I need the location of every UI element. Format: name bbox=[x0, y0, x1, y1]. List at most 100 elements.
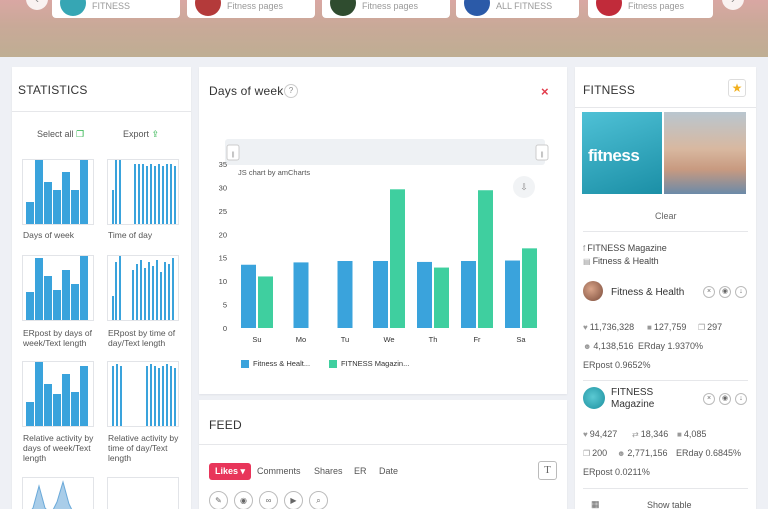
chevron-down-icon[interactable]: ↓ bbox=[735, 286, 747, 298]
heart-icon: ♥ bbox=[583, 430, 588, 439]
stat-erday: ERday 1.9370% bbox=[638, 341, 704, 351]
tab-label: Likes bbox=[215, 466, 239, 476]
bar-fitness-magazine-sa[interactable] bbox=[522, 248, 537, 328]
legend-swatch bbox=[241, 360, 249, 369]
chevron-down-icon[interactable]: ↓ bbox=[735, 393, 747, 405]
source-card-3[interactable]: Fitness pages bbox=[322, 0, 450, 18]
tab-er[interactable]: ER bbox=[354, 466, 367, 476]
tab-likes[interactable]: Likes ▾ bbox=[209, 463, 252, 480]
close-icon[interactable]: × bbox=[703, 393, 715, 405]
tab-shares[interactable]: Shares bbox=[314, 466, 343, 476]
source-avatar bbox=[60, 0, 86, 16]
close-icon[interactable]: × bbox=[541, 84, 549, 99]
bar-fitness-health-su[interactable] bbox=[241, 264, 256, 328]
chart-thumb-erpost-days[interactable] bbox=[22, 255, 94, 321]
stat-erpost: ERpost 0.9652% bbox=[583, 360, 651, 370]
mini-area-chart bbox=[31, 480, 73, 509]
svg-text:||: || bbox=[231, 152, 235, 158]
mini-bar-chart bbox=[112, 256, 174, 320]
divider bbox=[199, 444, 567, 445]
divider bbox=[583, 380, 748, 381]
text-filter-button[interactable]: T bbox=[538, 461, 557, 480]
chart-thumb-days-of-week[interactable] bbox=[22, 159, 94, 225]
chart-panel-title: Days of week bbox=[209, 84, 284, 98]
bar-fitness-magazine-we[interactable] bbox=[390, 189, 405, 328]
source-vk[interactable]: ▤ Fitness & Health bbox=[583, 256, 659, 266]
stat-erday: ERday 0.6845% bbox=[676, 448, 742, 458]
bar-fitness-health-mo[interactable] bbox=[293, 262, 309, 328]
source-card-label: Fitness pages bbox=[227, 1, 284, 11]
y-tick-label: 5 bbox=[223, 301, 227, 310]
source-card-5[interactable]: Fitness pages bbox=[588, 0, 713, 18]
divider bbox=[583, 231, 748, 232]
download-button[interactable] bbox=[513, 176, 535, 198]
help-icon[interactable]: ? bbox=[284, 84, 298, 98]
chart-thumb-erpost-time[interactable] bbox=[107, 255, 179, 321]
eye-icon[interactable]: ◉ bbox=[719, 286, 731, 298]
page-name-fitness-magazine[interactable]: FITNESS Magazine bbox=[611, 387, 655, 410]
eye-icon[interactable]: ◉ bbox=[719, 393, 731, 405]
bar-fitness-health-sa[interactable] bbox=[505, 260, 520, 328]
clear-button[interactable]: Clear bbox=[655, 211, 677, 221]
stat-erpost: ERpost 0.0211% bbox=[583, 467, 650, 477]
legend-item-fitness-magazine[interactable]: FITNESS Magazin... bbox=[329, 359, 409, 369]
tab-comments[interactable]: Comments bbox=[257, 466, 301, 476]
chart-thumb-time-of-day[interactable] bbox=[107, 159, 179, 225]
divider bbox=[583, 488, 748, 489]
source-facebook[interactable]: f FITNESS Magazine bbox=[583, 243, 667, 253]
source-card-1[interactable]: FITNESS bbox=[52, 0, 180, 18]
page-name-fitness-health[interactable]: Fitness & Health bbox=[611, 287, 685, 298]
copy-icon: ❐ bbox=[698, 323, 706, 332]
show-table-button[interactable]: Show table bbox=[647, 500, 692, 509]
source-card-label: FITNESS bbox=[92, 1, 131, 11]
chart-scrollbar[interactable] bbox=[225, 139, 545, 165]
chart-thumb-area[interactable] bbox=[22, 477, 94, 509]
copy-icon: ❐ bbox=[76, 129, 85, 139]
source-avatar bbox=[596, 0, 622, 16]
table-icon: ▦ bbox=[591, 499, 600, 509]
select-all-link[interactable]: Select all ❐ bbox=[37, 129, 84, 140]
scrollbar-right-handle[interactable] bbox=[535, 144, 549, 161]
stat-comments: ■ 4,085 bbox=[677, 429, 707, 439]
y-tick-label: 20 bbox=[219, 230, 227, 239]
legend-item-fitness-health[interactable]: Fitness & Healt... bbox=[241, 359, 310, 369]
x-tick-label: Sa bbox=[516, 335, 526, 344]
x-tick-label: Mo bbox=[296, 335, 306, 344]
scrollbar-left-handle[interactable] bbox=[226, 144, 240, 161]
chart-thumb-activity-days[interactable] bbox=[22, 361, 94, 427]
legend-swatch bbox=[329, 360, 337, 369]
chart-thumb-empty[interactable] bbox=[107, 477, 179, 509]
y-tick-label: 15 bbox=[219, 254, 227, 263]
chart-credit: JS chart by amCharts bbox=[238, 168, 310, 177]
top-banner: ‹ FITNESS Fitness pages Fitness pages AL… bbox=[0, 0, 768, 57]
heart-icon: ♥ bbox=[583, 323, 588, 332]
bar-fitness-magazine-fr[interactable] bbox=[478, 190, 493, 328]
star-icon[interactable]: ★ bbox=[728, 79, 746, 97]
camera-icon[interactable]: ◉ bbox=[234, 491, 253, 509]
bar-fitness-health-we[interactable] bbox=[373, 260, 388, 328]
bar-fitness-health-th[interactable] bbox=[417, 261, 432, 328]
mini-bar-chart bbox=[26, 256, 88, 320]
chart-thumb-activity-time[interactable] bbox=[107, 361, 179, 427]
export-link[interactable]: Export ⇪ bbox=[123, 129, 159, 140]
bar-fitness-health-tu[interactable] bbox=[337, 260, 353, 328]
video-icon[interactable]: ▶ bbox=[284, 491, 303, 509]
tab-date[interactable]: Date bbox=[379, 466, 399, 476]
days-of-week-panel: Days of week ? × || || ⇩ JS chart by amC… bbox=[199, 67, 567, 394]
copy-icon: ❐ bbox=[583, 449, 591, 458]
link-icon[interactable]: ∞ bbox=[259, 491, 278, 509]
statistics-title: STATISTICS bbox=[18, 83, 88, 97]
bar-fitness-health-fr[interactable] bbox=[461, 260, 476, 328]
bar-fitness-magazine-su[interactable] bbox=[258, 276, 273, 328]
source-card-label: Fitness pages bbox=[628, 1, 685, 11]
search-icon[interactable]: ⌕ bbox=[309, 491, 328, 509]
bar-fitness-magazine-th[interactable] bbox=[434, 267, 449, 328]
pencil-icon[interactable]: ✎ bbox=[209, 491, 228, 509]
source-card-4[interactable]: ALL FITNESS bbox=[456, 0, 579, 18]
close-icon[interactable]: × bbox=[703, 286, 715, 298]
carousel-prev-button[interactable]: ‹ bbox=[26, 0, 48, 10]
mini-bars bbox=[112, 160, 176, 224]
chart-thumb-caption: Relative activity by time of day/Text le… bbox=[108, 433, 179, 463]
source-card-2[interactable]: Fitness pages bbox=[187, 0, 315, 18]
carousel-next-button[interactable]: › bbox=[722, 0, 744, 10]
